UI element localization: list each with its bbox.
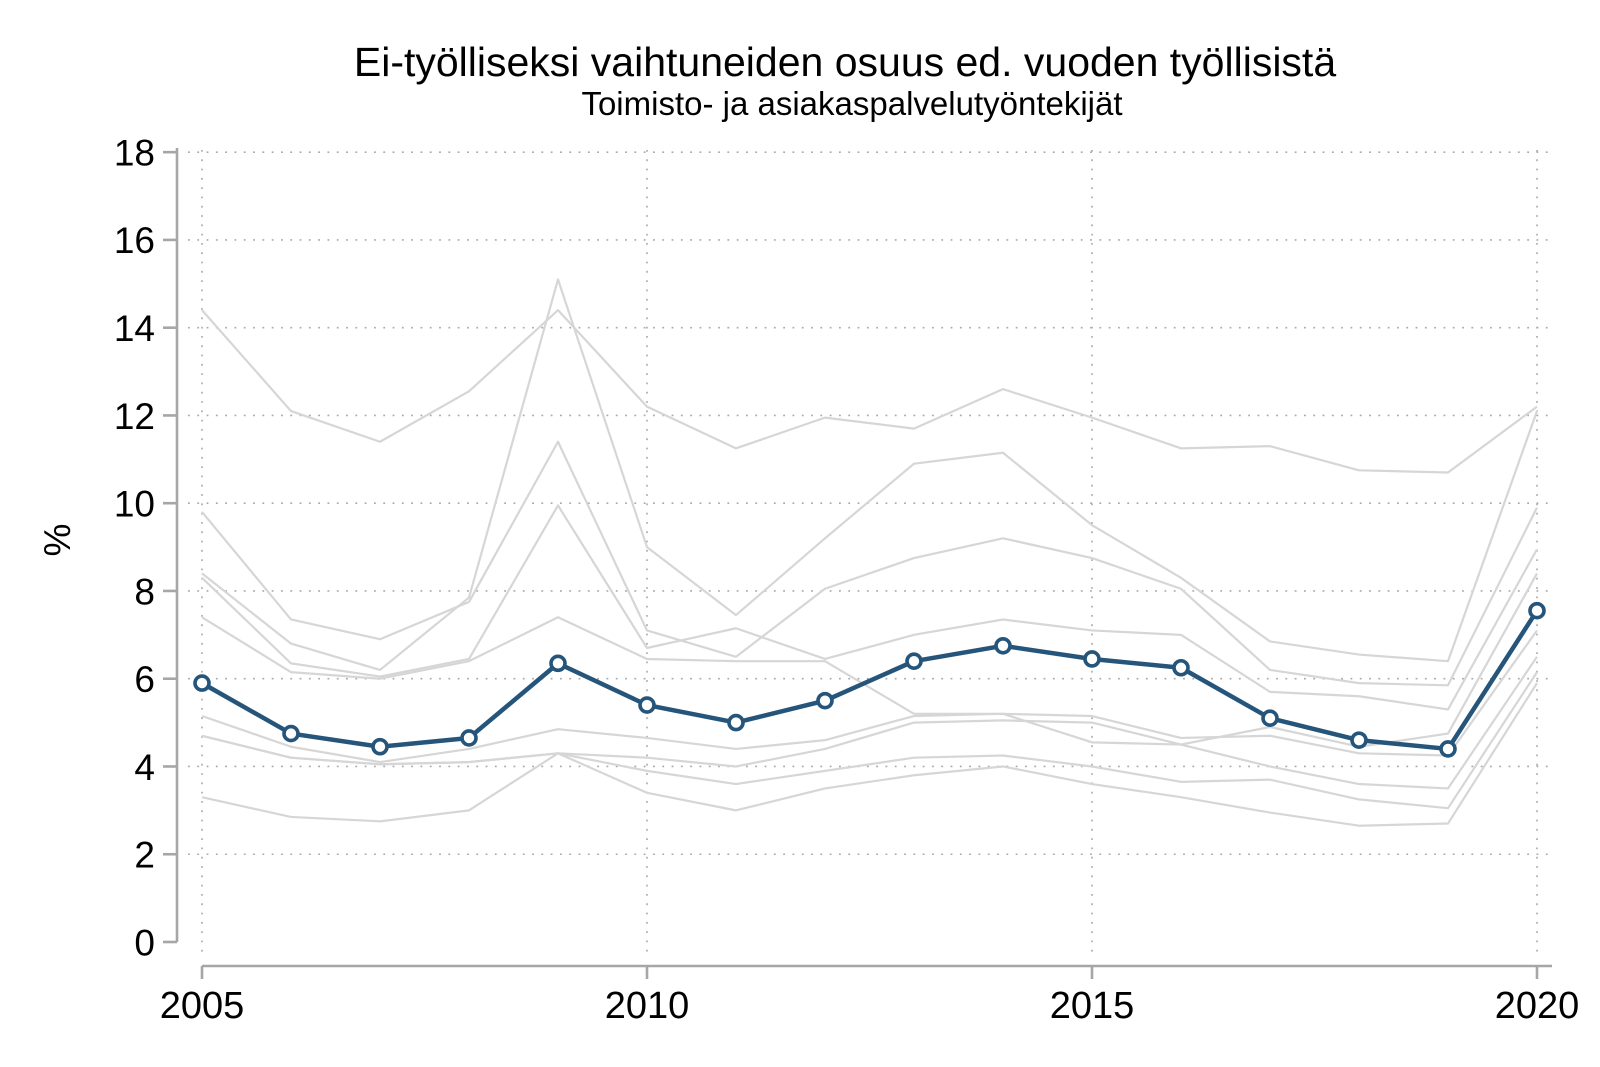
data-point-marker (1083, 650, 1101, 668)
tick-labels-group: 0 2 4 6 8 10 12 14 16 18 2005 2010 2015 2020 (114, 132, 1579, 1027)
axes (163, 148, 1552, 979)
y-tick-label: 0 (134, 922, 155, 963)
gray-context-line (201, 440, 1538, 687)
data-point-marker (371, 737, 389, 756)
y-tick-label: 4 (134, 747, 155, 788)
gray-context-line (201, 278, 1539, 672)
gray-context-line (201, 572, 1538, 748)
gray-context-line (201, 504, 1538, 711)
highlight-line (199, 608, 1540, 752)
data-point-marker (994, 637, 1012, 655)
y-tick-label: 18 (114, 132, 155, 173)
data-point-marker (905, 652, 923, 670)
x-tick-label: 2020 (1495, 985, 1580, 1027)
data-point-marker (282, 724, 300, 743)
y-axis-label: % (37, 524, 78, 557)
gray-context-line (201, 656, 1538, 790)
data-point-marker (549, 654, 567, 673)
data-point-marker (727, 713, 745, 732)
y-tick-label: 6 (134, 659, 155, 700)
data-point-marker (460, 729, 478, 747)
background-series-group (201, 278, 1539, 827)
y-tick-label: 8 (134, 571, 155, 612)
gray-context-line (201, 671, 1538, 810)
data-point-marker (1439, 740, 1457, 758)
y-tick-label: 14 (114, 308, 155, 349)
data-point-marker (1350, 731, 1368, 749)
y-tick-label: 10 (114, 484, 155, 525)
gray-context-line (201, 629, 1538, 764)
y-tick-label: 16 (114, 220, 155, 261)
y-tick-label: 2 (134, 835, 155, 876)
x-tick-label: 2010 (605, 985, 690, 1027)
gray-context-line (201, 309, 1538, 474)
x-tick-label: 2015 (1050, 985, 1135, 1027)
data-point-marker (1261, 709, 1279, 728)
chart-subtitle: Toimisto- ja asiakaspalvelutyöntekijät (581, 85, 1122, 122)
gray-context-line (201, 682, 1538, 827)
y-tick-label: 12 (114, 396, 155, 437)
data-point-marker (638, 696, 656, 714)
highlight-series-group (193, 601, 1546, 758)
x-tick-label: 2005 (160, 985, 245, 1027)
data-point-marker (193, 674, 211, 692)
chart-title: Ei-työlliseksi vaihtuneiden osuus ed. vu… (354, 39, 1336, 85)
data-point-marker (1528, 601, 1546, 620)
gridlines (188, 150, 1552, 958)
data-point-marker (816, 691, 834, 710)
data-point-marker (1172, 658, 1190, 677)
